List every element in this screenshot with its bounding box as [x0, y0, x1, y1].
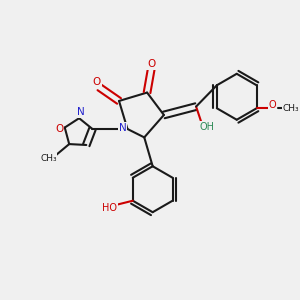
- Text: CH₃: CH₃: [283, 104, 299, 113]
- Text: O: O: [55, 124, 63, 134]
- Text: N: N: [77, 107, 84, 117]
- Text: N: N: [119, 123, 127, 133]
- Text: CH₃: CH₃: [40, 154, 57, 163]
- Text: O: O: [147, 59, 155, 69]
- Text: OH: OH: [200, 122, 215, 132]
- Text: O: O: [268, 100, 276, 110]
- Text: HO: HO: [102, 203, 117, 213]
- Text: O: O: [92, 77, 101, 87]
